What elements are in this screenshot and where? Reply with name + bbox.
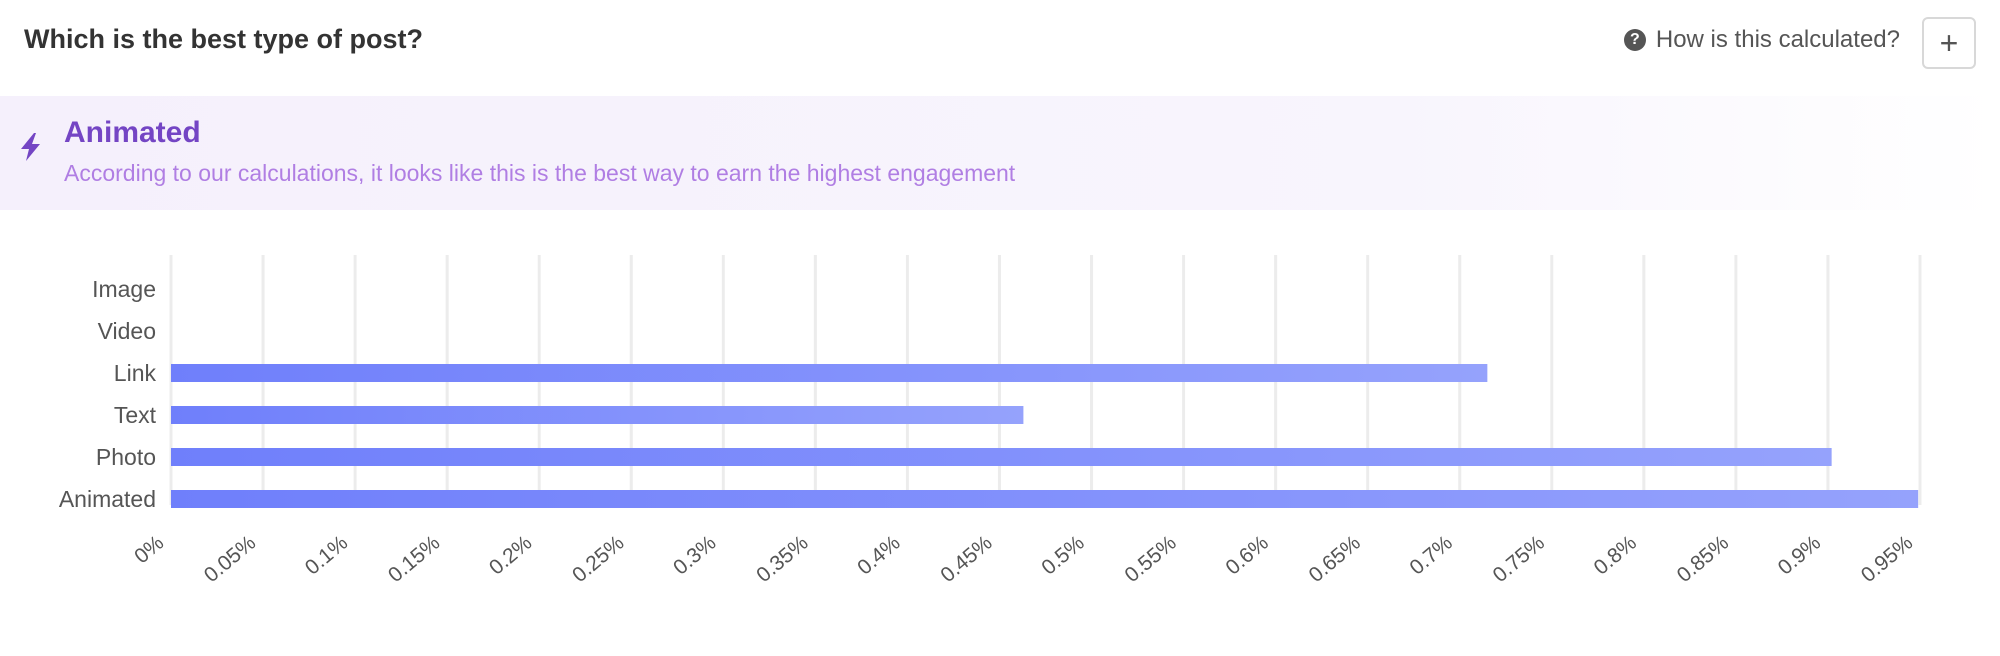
bar-animated [171,490,1919,508]
x-tick-label: 0.6% [1221,531,1272,579]
engagement-bar-chart: Image Video Link Text Photo Animated 0% 0.05% 0.… [59,255,1922,587]
card-title: Which is the best type of post? [24,24,424,54]
x-tick-label: 0.35% [752,531,812,587]
card-header: Which is the best type of post? ? How is… [0,0,2000,84]
x-tick-label: 0.55% [1120,531,1180,587]
x-tick-label: 0.65% [1304,531,1364,587]
x-tick-label: 0.9% [1774,531,1825,579]
category-label: Photo [96,444,156,470]
add-button[interactable]: + [1922,17,1976,69]
bar-link [171,364,1488,382]
x-tick-label: 0.5% [1037,531,1088,579]
question-circle-icon: ? [1623,29,1646,51]
bar-photo [171,448,1832,466]
x-tick-label: 0.8% [1590,531,1641,579]
category-label: Image [92,276,156,302]
best-type-title: Animated [64,116,201,149]
category-label: Animated [59,486,156,512]
bar-text [171,406,1024,424]
how-calculated-label: How is this calculated? [1655,26,1900,53]
x-tick-label: 0.85% [1673,531,1733,587]
x-tick-label: 0.45% [936,531,996,587]
x-tick-label: 0.75% [1489,531,1549,587]
x-tick-label: 0.7% [1405,531,1456,579]
x-tick-label: 0.4% [853,531,904,579]
category-label: Link [114,360,157,386]
x-tick-label: 0.2% [485,531,536,579]
best-type-subtitle: According to our calculations, it looks … [64,160,1016,186]
x-tick-label: 0.15% [384,531,444,587]
x-tick-label: 0.25% [568,531,628,587]
x-tick-label: 0.3% [669,531,720,579]
best-type-banner: Animated According to our calculations, … [0,96,2000,210]
how-calculated-link[interactable]: ? How is this calculated? [1623,26,1900,54]
x-tick-label: 0.05% [200,531,260,587]
category-label: Text [114,402,157,428]
category-label: Video [98,318,156,344]
x-tick-label: 0.1% [301,531,352,579]
lightning-bolt-icon [21,133,40,161]
x-tick-label: 0% [130,531,168,568]
x-tick-label: 0.95% [1857,531,1917,587]
